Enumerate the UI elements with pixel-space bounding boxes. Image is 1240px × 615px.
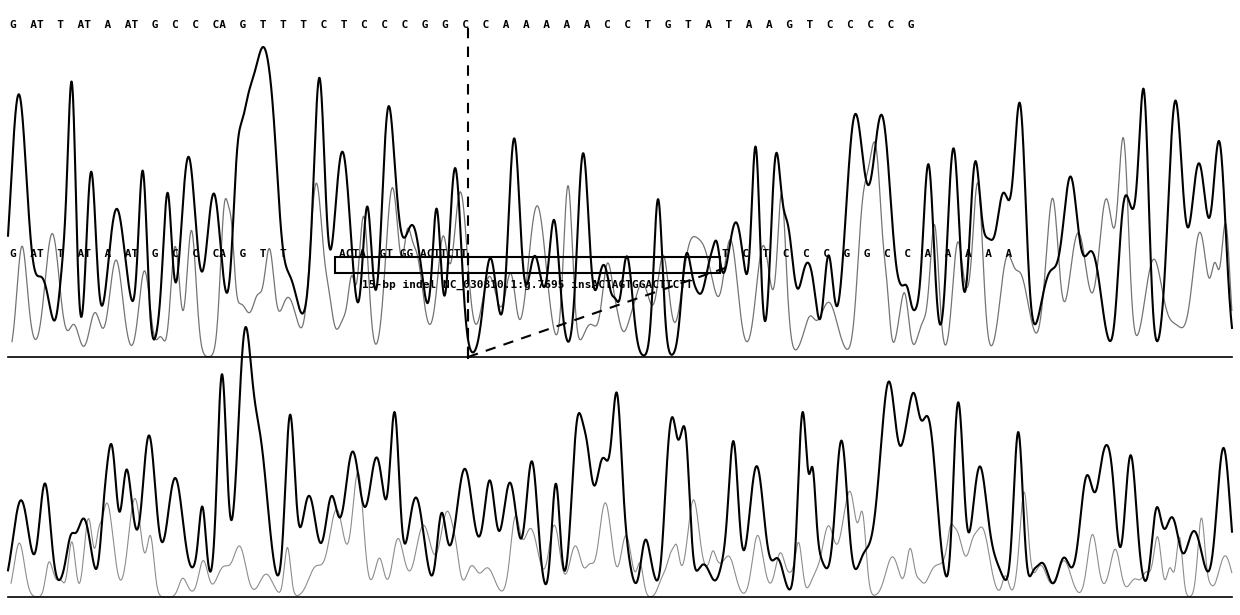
- Text: 15-bp indel NC_030810.1:g.7695 insACTAGTGGACTTCTT: 15-bp indel NC_030810.1:g.7695 insACTAGT…: [362, 280, 693, 290]
- Text: G  AT  T  AT  A  AT  G  C  C  CA  G  T  T: G AT T AT A AT G C C CA G T T: [10, 249, 294, 259]
- Text: ACTA  GT GG ACTTCTT: ACTA GT GG ACTTCTT: [339, 249, 467, 259]
- Bar: [335, 257, 720, 273]
- Text: T  C  T  C  C  C  G  G  C  C  A  A  A  A  A: T C T C C C G G C C A A A A A: [722, 249, 1012, 259]
- Text: G  AT  T  AT  A  AT  G  C  C  CA  G  T  T  T  C  T  C  C  C  G  G  C  C  A  A  A: G AT T AT A AT G C C CA G T T T C T C C …: [10, 20, 915, 30]
